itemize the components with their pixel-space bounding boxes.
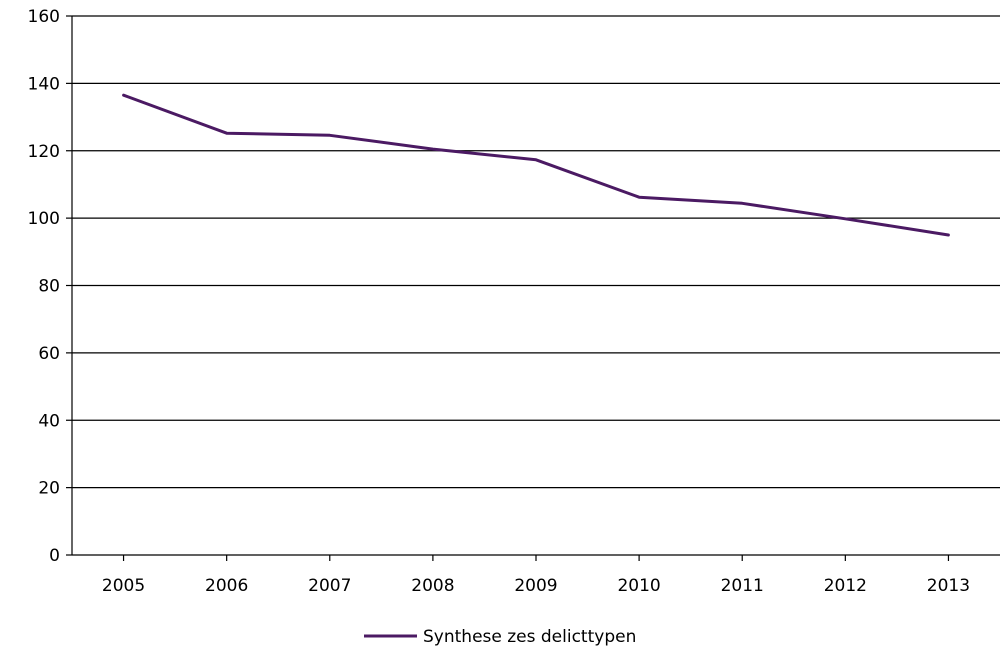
series-layer: [122, 93, 950, 237]
y-tick-label: 20: [38, 479, 60, 499]
gridlines: [72, 15, 1000, 489]
axes: 0 20 40 60 80 100 120 140 160 2005 2006 2007 2008 200…: [28, 7, 1000, 596]
x-tick-label: 2012: [824, 576, 867, 596]
x-tick-label: 2006: [205, 576, 248, 596]
y-tick-label: 60: [38, 344, 60, 364]
y-tick-label: 160: [28, 7, 60, 27]
x-tick-label: 2013: [927, 576, 970, 596]
x-tick-label: 2007: [308, 576, 351, 596]
y-tick-label: 0: [49, 546, 60, 566]
legend-label: Synthese zes delicttypen: [423, 627, 636, 647]
y-tick-label: 40: [38, 411, 60, 431]
x-tick-label: 2008: [411, 576, 454, 596]
legend: Synthese zes delicttypen: [364, 627, 636, 647]
x-tick-label: 2011: [721, 576, 764, 596]
x-tick-label: 2009: [514, 576, 557, 596]
series-line: [122, 93, 950, 237]
y-tick-label: 140: [28, 74, 60, 94]
y-tick-label: 80: [38, 277, 60, 297]
y-tick-label: 120: [28, 142, 60, 162]
y-tick-label: 100: [28, 209, 60, 229]
x-tick-label: 2010: [617, 576, 660, 596]
x-tick-label: 2005: [102, 576, 145, 596]
